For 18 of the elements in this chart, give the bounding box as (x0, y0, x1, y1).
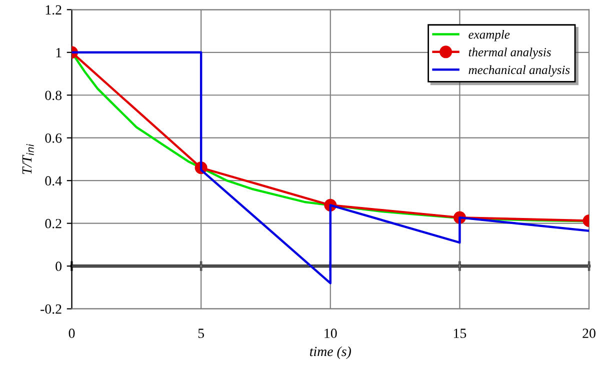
x-tick-label: 20 (582, 328, 596, 338)
y-tick-label: 0.8 (45, 90, 62, 100)
y-tick-label: 0 (56, 262, 62, 272)
y-tick-label: 1 (56, 48, 62, 58)
y-tick-label: 0.4 (45, 176, 62, 186)
x-tick-label: 0 (68, 328, 75, 338)
x-tick-label: 15 (454, 328, 466, 338)
y-axis-title: T/T$_{ini}$ (22, 144, 34, 174)
x-tick-label: 5 (198, 328, 204, 338)
y-tick-label: 1.2 (46, 5, 62, 15)
y-tick-label: 0.6 (45, 133, 62, 143)
y-tick-label: -0.2 (40, 304, 62, 314)
legend-label: thermal analysis (468, 48, 551, 59)
x-axis-title: time (s) (310, 346, 351, 359)
legend-label: mechanical analysis (468, 65, 570, 77)
y-tick-label: 0.2 (45, 218, 62, 228)
legend-label: example (468, 30, 510, 42)
x-tick-label: 10 (324, 328, 337, 338)
